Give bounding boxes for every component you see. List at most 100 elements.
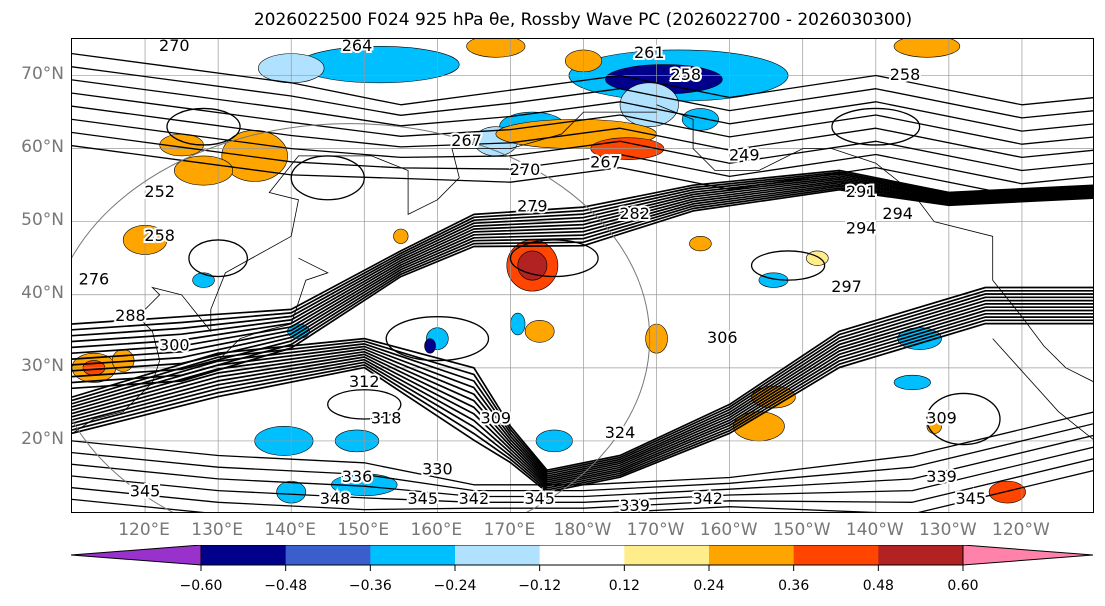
contour-label: 348 xyxy=(320,489,351,508)
colorbar-segment xyxy=(624,545,710,565)
contour-label: 249 xyxy=(729,145,760,164)
colorbar-tick-label: −0.60 xyxy=(179,578,223,594)
contour-label: 336 xyxy=(342,467,373,486)
contour-line xyxy=(72,79,1093,132)
lat-label: 50°N xyxy=(21,209,64,230)
lat-label: 30°N xyxy=(21,355,64,376)
contour-label: 258 xyxy=(671,65,702,84)
colorbar-tick-label: 0.24 xyxy=(693,578,725,594)
contour-cell xyxy=(188,239,249,278)
contour-label: 342 xyxy=(459,489,490,508)
coastline xyxy=(72,111,657,434)
lat-label: 40°N xyxy=(21,282,64,303)
lon-label: 130°W xyxy=(918,520,977,540)
anomaly-patch xyxy=(393,228,409,244)
lon-label: 150°E xyxy=(337,520,390,540)
colorbar-segment xyxy=(539,545,625,565)
contour-line xyxy=(72,145,1093,198)
map-panel: 270 264 261 258 258 252 258 276 288 300 267 270 267 2… xyxy=(71,38,1094,513)
contour-line xyxy=(72,296,1093,477)
lon-label: 180°W xyxy=(553,520,612,540)
anomaly-patch xyxy=(192,272,215,288)
anomaly-patch xyxy=(681,108,719,131)
contour-line xyxy=(72,183,1093,372)
anomaly-patch xyxy=(424,338,436,354)
lon-label: 170°E xyxy=(483,520,536,540)
contour-label: 324 xyxy=(605,423,636,442)
map-title: 2026022500 F024 925 hPa θe, Rossby Wave … xyxy=(253,10,913,30)
colorbar-segment xyxy=(793,545,879,565)
contour-label: 282 xyxy=(619,204,650,223)
anomaly-patch xyxy=(893,39,961,58)
contour-line xyxy=(72,52,1093,106)
contour-line xyxy=(72,176,1093,349)
contour-label: 264 xyxy=(342,39,373,55)
contour-label: 309 xyxy=(926,409,957,428)
contour-cell xyxy=(831,107,921,146)
colorbar-tick-label: −0.24 xyxy=(433,578,477,594)
contour-label: 270 xyxy=(159,39,190,55)
contour-label: 270 xyxy=(510,160,541,179)
lon-label: 130°E xyxy=(191,520,243,540)
contour-label: 345 xyxy=(130,482,161,501)
contour-line xyxy=(72,173,1093,337)
contour-line xyxy=(72,131,1093,185)
contour-label: 345 xyxy=(524,489,555,508)
colorbar-segment xyxy=(285,545,371,565)
contour-label: 339 xyxy=(619,496,650,513)
contour-line xyxy=(72,289,1093,473)
contour-line xyxy=(72,180,1093,360)
lat-label: 70°N xyxy=(21,63,64,84)
contour-label: 312 xyxy=(349,372,380,391)
colorbar xyxy=(71,545,1094,571)
contour-label: 306 xyxy=(707,328,738,347)
contour-label: 294 xyxy=(882,204,913,223)
colorbar-extend-high xyxy=(962,545,1094,566)
contour-label: 345 xyxy=(956,489,987,508)
colorbar-segment xyxy=(455,545,541,565)
rossby-wave-pc-shading xyxy=(72,39,1026,504)
contour-label: 339 xyxy=(926,467,957,486)
contour-line xyxy=(72,286,1093,472)
colorbar-segment xyxy=(878,545,964,565)
contour-label: 252 xyxy=(144,182,175,201)
contour-line xyxy=(72,306,1093,483)
colorbar-tick-label: −0.48 xyxy=(264,578,308,594)
anomaly-patch xyxy=(988,480,1026,504)
lon-label: 160°W xyxy=(699,520,758,540)
contour-cell xyxy=(926,392,1001,446)
colorbar-extend-low xyxy=(71,545,202,566)
lon-label: 140°E xyxy=(264,520,317,540)
colorbar-tick-label: 0.48 xyxy=(862,578,894,594)
contour-cell xyxy=(509,239,599,278)
contour-label: 258 xyxy=(144,226,175,245)
contour-line xyxy=(72,411,1093,486)
contour-cell xyxy=(290,155,365,201)
lon-label: 150°W xyxy=(772,520,831,540)
contour-label: 294 xyxy=(846,219,877,238)
contour-label: 267 xyxy=(451,131,482,150)
contour-label: 345 xyxy=(407,489,438,508)
contour-cell xyxy=(166,107,241,146)
coastlines xyxy=(72,104,1093,440)
range-ring xyxy=(72,123,651,512)
map-canvas: 270 264 261 258 258 252 258 276 288 300 267 270 267 2… xyxy=(72,39,1093,513)
lat-label: 60°N xyxy=(21,136,64,157)
contour-label: 258 xyxy=(890,65,921,84)
contour-line xyxy=(72,171,1093,331)
colorbar-tick-label: −0.12 xyxy=(518,578,562,594)
contour-line xyxy=(72,92,1093,145)
contour-line xyxy=(72,118,1093,172)
contour-label: 261 xyxy=(634,43,665,62)
contour-cell xyxy=(750,250,826,281)
contour-label: 330 xyxy=(422,460,453,479)
anomaly-patch xyxy=(524,320,555,343)
contour-label: 276 xyxy=(79,270,110,289)
lon-label: 170°W xyxy=(626,520,685,540)
contour-label: 279 xyxy=(517,197,548,216)
contour-line xyxy=(72,303,1093,481)
contour-line xyxy=(72,181,1093,366)
lat-label: 20°N xyxy=(21,428,64,449)
contour-line xyxy=(72,188,1093,390)
contour-cell xyxy=(327,389,402,420)
